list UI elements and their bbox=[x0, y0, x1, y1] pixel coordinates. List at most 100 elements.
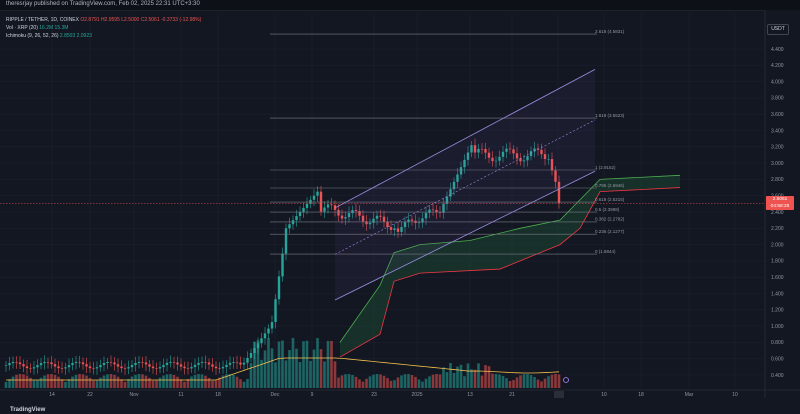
candle-body bbox=[29, 368, 32, 369]
price-tick-label: 2.400 bbox=[771, 210, 784, 216]
volume-bar bbox=[337, 377, 340, 388]
volume-bar bbox=[169, 374, 172, 388]
legend-ohlc: O2.8791 H2.9595 L2.5000 C2.5061 -0.3733 … bbox=[80, 17, 202, 23]
volume-bar bbox=[130, 376, 134, 388]
volume-bar bbox=[22, 374, 25, 388]
legend-ichimoku-row[interactable]: Ichimoku (9, 26, 52, 26) 2.8503 2.0923 bbox=[6, 33, 92, 39]
fib-level-label: 2.618 (4.5831) bbox=[595, 29, 625, 34]
candle-body bbox=[179, 364, 183, 367]
candle-body bbox=[274, 299, 277, 323]
volume-bar bbox=[43, 375, 46, 388]
volume-bar bbox=[463, 376, 466, 388]
price-tick-label: 1.800 bbox=[771, 259, 784, 265]
candle-body bbox=[57, 366, 60, 369]
ichimoku-span-b bbox=[339, 187, 681, 358]
volume-bar bbox=[498, 374, 501, 388]
volume-bar bbox=[53, 374, 57, 388]
price-tick-label: 2.000 bbox=[771, 242, 784, 248]
candle-body bbox=[158, 367, 162, 369]
volume-bar bbox=[351, 374, 354, 388]
price-tick-label: 2.200 bbox=[771, 226, 784, 232]
candle-body bbox=[92, 368, 95, 369]
volume-bar bbox=[501, 375, 505, 388]
candle-body bbox=[477, 148, 480, 153]
volume-bar bbox=[235, 376, 239, 388]
candle-body bbox=[281, 253, 284, 277]
volume-bar bbox=[508, 380, 512, 388]
volume-bar bbox=[120, 379, 123, 388]
candle-body bbox=[298, 212, 302, 217]
candle-body bbox=[337, 209, 340, 216]
candle-body bbox=[557, 181, 561, 204]
candle-body bbox=[365, 221, 368, 225]
candle-body bbox=[473, 145, 477, 153]
candle-body bbox=[400, 227, 403, 232]
volume-bar bbox=[274, 362, 277, 388]
legend-volume-row[interactable]: Vol · XRP (20) 16.2M 15.3M bbox=[6, 25, 68, 31]
volume-bar bbox=[29, 377, 32, 388]
volume-bar bbox=[431, 374, 435, 388]
volume-bar bbox=[179, 379, 183, 388]
volume-bar bbox=[246, 378, 249, 388]
candle-body bbox=[368, 222, 372, 225]
legend-symbol-row: RIPPLE / TETHER, 1D, COINEX O2.8791 H2.9… bbox=[6, 17, 201, 23]
volume-bar bbox=[81, 374, 85, 388]
candle-body bbox=[239, 362, 242, 365]
volume-bar bbox=[172, 374, 176, 388]
price-tick-label: 0.400 bbox=[771, 373, 784, 379]
candle-body bbox=[267, 328, 270, 334]
volume-bar bbox=[403, 374, 407, 388]
candle-body bbox=[25, 366, 29, 369]
candle-body bbox=[78, 361, 81, 363]
price-tick-label: 4.200 bbox=[771, 63, 784, 69]
candle-body bbox=[326, 204, 330, 208]
legend-volume-label: Vol · XRP (20) bbox=[6, 25, 38, 31]
volume-bar bbox=[281, 340, 284, 388]
candle-body bbox=[501, 151, 505, 157]
candle-body bbox=[428, 209, 431, 213]
candle-body bbox=[113, 362, 116, 365]
volume-bar bbox=[487, 366, 491, 388]
volume-bar bbox=[214, 380, 218, 388]
price-tick-label: 3.400 bbox=[771, 128, 784, 134]
candle-body bbox=[127, 367, 130, 369]
candle-body bbox=[214, 366, 218, 369]
volume-bar bbox=[540, 381, 543, 388]
volume-bar bbox=[15, 374, 18, 388]
price-chart-svg[interactable]: 4.400 4.200 4.000 3.800 3.600 3.400 3.200 3.000… bbox=[0, 10, 800, 409]
volume-bar bbox=[295, 348, 298, 388]
volume-bar bbox=[162, 375, 165, 388]
chart-area[interactable]: 4.400 4.200 4.000 3.800 3.600 3.400 3.200 3.000… bbox=[0, 10, 800, 413]
candle-body bbox=[508, 148, 512, 150]
price-tick-label: 0.800 bbox=[771, 340, 784, 346]
candle-body bbox=[393, 228, 396, 230]
volume-bar bbox=[302, 341, 305, 388]
candle-body bbox=[232, 361, 235, 363]
candle-body bbox=[417, 222, 421, 224]
volume-bar bbox=[365, 378, 368, 388]
fib-level-label: 0.5 (2.3998) bbox=[595, 207, 620, 212]
volume-bar bbox=[260, 359, 263, 388]
volume-bar bbox=[32, 380, 36, 388]
volume-bar bbox=[410, 375, 414, 388]
candle-body bbox=[340, 215, 344, 219]
volume-bar bbox=[533, 376, 536, 388]
volume-bar bbox=[326, 341, 330, 388]
candle-body bbox=[277, 276, 281, 300]
candle-body bbox=[162, 364, 165, 368]
candle-body bbox=[36, 365, 39, 368]
candle-body bbox=[235, 361, 239, 363]
volume-bar bbox=[526, 374, 529, 388]
currency-button[interactable]: USDT bbox=[767, 24, 789, 35]
volume-bar bbox=[221, 375, 225, 388]
candle-body bbox=[543, 154, 547, 160]
candle-body bbox=[64, 367, 67, 369]
volume-bar bbox=[165, 374, 169, 388]
volume-bar bbox=[379, 374, 382, 388]
volume-bar bbox=[137, 374, 141, 388]
price-tick-label: 3.200 bbox=[771, 145, 784, 151]
candle-body bbox=[442, 203, 445, 213]
volume-bar bbox=[239, 379, 242, 388]
volume-bar bbox=[50, 374, 53, 388]
volume-bar bbox=[547, 376, 550, 388]
